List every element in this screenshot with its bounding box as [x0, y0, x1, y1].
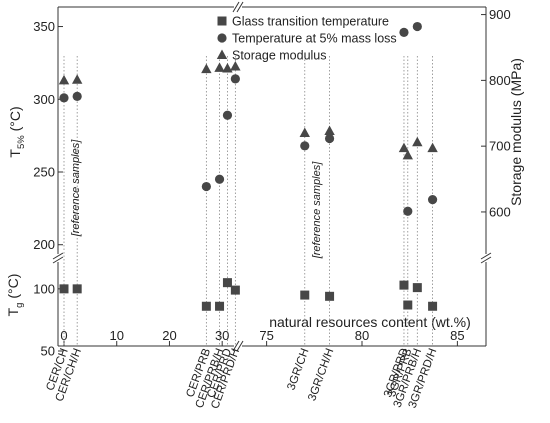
legend-marker-circle	[217, 33, 227, 43]
data-point-triangle	[324, 125, 335, 136]
data-point-circle	[427, 195, 438, 205]
top-axis-break-stroke-a	[232, 1, 240, 13]
data-point-triangle	[58, 74, 70, 85]
data-point-circle	[324, 133, 335, 144]
y-axis-left-top: 200 250 300 350	[33, 19, 63, 252]
legend-label: Storage modulus	[232, 49, 327, 63]
data-point-circle	[230, 74, 240, 84]
y-left-top-tick-label: 250	[33, 165, 55, 180]
data-point-triangle	[222, 63, 233, 73]
data-point-square	[399, 280, 409, 290]
sample-label: 3GR/CH/H	[306, 347, 336, 403]
data-point-circle	[222, 110, 233, 120]
data-point-square	[230, 285, 240, 295]
bottom-axis-break-stroke-a	[232, 340, 240, 352]
y-right-tick-label: 600	[489, 204, 511, 219]
sample-guides	[63, 56, 433, 346]
legend-label: Temperature at 5% mass loss	[232, 32, 397, 46]
y-axis-right: 600 700 800 900	[481, 7, 511, 219]
legend-label: Glass transition temperature	[232, 15, 389, 29]
data-point-triangle	[201, 63, 212, 74]
data-point-circle	[412, 21, 422, 32]
data-point-circle	[201, 181, 211, 192]
data-point-circle	[59, 93, 69, 103]
x-tick-label: 10	[109, 328, 123, 343]
top-axis-break	[232, 1, 244, 13]
data-point-square	[72, 284, 82, 294]
bottom-axis-break-stroke-b	[236, 340, 244, 352]
y-left-top-title: T5% (°C)	[7, 106, 27, 157]
legend-marker-triangle	[216, 49, 228, 59]
annotation-reference-samples-3gr: [reference samples]	[311, 161, 323, 260]
y-right-title: Storage modulus (MPa)	[508, 58, 524, 206]
data-point-triangle	[71, 74, 83, 84]
y-left-top-tick-label: 300	[33, 92, 55, 107]
left-axis-break-stroke-a	[52, 252, 64, 260]
right-axis-break-gap	[481, 254, 491, 262]
y-left-top-tick-label: 350	[33, 19, 55, 34]
y-right-tick-label: 700	[489, 139, 511, 154]
data-point-square	[201, 301, 211, 311]
x-tick-label: 20	[162, 328, 176, 343]
sample-label: 3GR/CH	[285, 347, 311, 392]
data-point-square	[59, 284, 69, 294]
data-point-square	[222, 278, 232, 288]
series-triangle	[58, 61, 438, 160]
data-point-square	[428, 301, 438, 311]
data-point-triangle	[230, 61, 241, 71]
bottom-axis-break	[232, 340, 244, 352]
axis-breaks	[52, 1, 492, 352]
y-left-bottom-title: Tg (°C)	[5, 274, 25, 317]
x-tick-label: 75	[259, 328, 273, 343]
series-square	[59, 278, 438, 311]
data-point-triangle	[214, 62, 225, 72]
right-axis-break	[480, 252, 492, 264]
y-axis-left-bottom: 50 100	[33, 281, 63, 359]
series-circle	[59, 21, 438, 216]
data-point-circle	[300, 141, 310, 151]
data-point-circle	[72, 91, 82, 101]
x-axis-title: natural resources content (wt.%)	[269, 314, 471, 330]
data-point-circle	[399, 27, 409, 37]
data-point-square	[325, 291, 335, 301]
x-tick-label: 80	[355, 328, 369, 343]
left-axis-break	[52, 252, 64, 264]
data-point-triangle	[412, 136, 423, 147]
data-point-circle	[214, 174, 225, 184]
data-point-square	[215, 301, 225, 311]
y-right-tick-label: 800	[489, 73, 511, 88]
right-axis-break-stroke-a	[480, 252, 492, 260]
x-tick-label: 30	[215, 328, 229, 343]
y-left-bottom-tick-label: 100	[33, 281, 55, 296]
y-left-bottom-tick-label: 50	[41, 344, 55, 359]
left-axis-break-gap	[53, 254, 63, 262]
data-point-square	[403, 300, 413, 310]
data-point-triangle	[402, 149, 413, 160]
data-point-circle	[403, 206, 413, 216]
annotation-reference-samples-cer: [reference samples]	[70, 139, 82, 238]
right-axis-break-stroke-b	[480, 256, 492, 264]
plot-frame	[57, 6, 487, 347]
bottom-axis-break-gap	[234, 340, 242, 352]
x-tick-label: 85	[450, 328, 464, 343]
data-point-triangle	[398, 142, 410, 153]
y-left-top-tick-label: 200	[33, 237, 55, 252]
legend: Glass transition temperature Temperature …	[216, 15, 397, 63]
data-point-square	[300, 290, 310, 300]
legend-marker-square	[217, 16, 227, 26]
top-axis-break-gap	[234, 1, 242, 13]
data-point-triangle	[299, 127, 310, 137]
data-point-triangle	[427, 142, 438, 153]
data-point-square	[412, 283, 422, 293]
left-axis-break-stroke-b	[52, 256, 64, 264]
x-axis: 0 10 20 30 75 80 85	[60, 328, 465, 346]
top-axis-break-stroke-b	[236, 1, 244, 13]
x-tick-label: 0	[60, 328, 67, 343]
y-right-tick-label: 900	[489, 7, 511, 22]
